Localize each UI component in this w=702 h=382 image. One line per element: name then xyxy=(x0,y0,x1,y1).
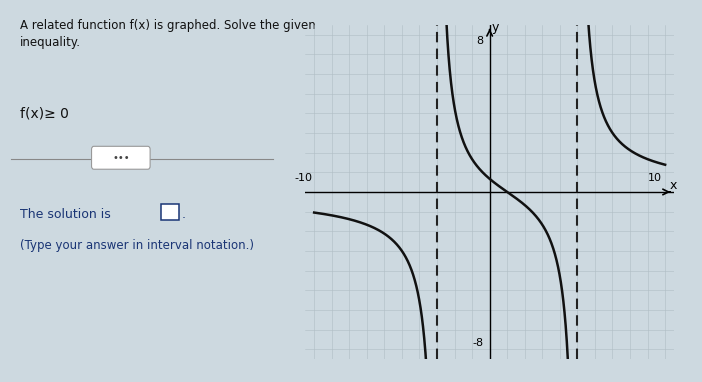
Text: (Type your answer in interval notation.): (Type your answer in interval notation.) xyxy=(20,239,254,252)
Text: y: y xyxy=(492,21,500,34)
Text: .: . xyxy=(181,208,185,221)
Text: -8: -8 xyxy=(472,338,484,348)
Text: 8: 8 xyxy=(477,36,484,45)
Text: The solution is: The solution is xyxy=(20,208,114,221)
Text: 10: 10 xyxy=(648,173,661,183)
Text: x: x xyxy=(669,178,677,192)
FancyBboxPatch shape xyxy=(91,146,150,169)
Text: A related function f(x) is graphed. Solve the given
inequality.: A related function f(x) is graphed. Solv… xyxy=(20,19,316,49)
Text: •••: ••• xyxy=(112,153,130,163)
Text: f(x)≥ 0: f(x)≥ 0 xyxy=(20,107,69,121)
Text: -10: -10 xyxy=(294,173,312,183)
FancyBboxPatch shape xyxy=(161,204,179,220)
